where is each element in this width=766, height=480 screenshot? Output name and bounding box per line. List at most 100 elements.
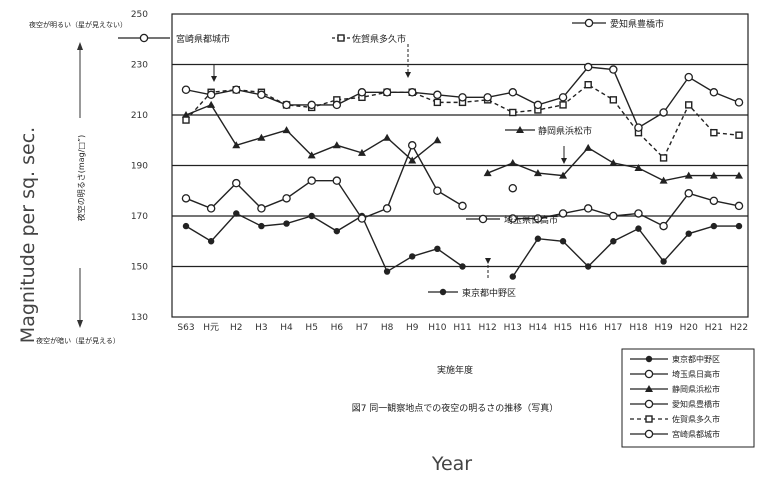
data-point	[508, 183, 518, 193]
data-point	[459, 263, 466, 270]
legend-label: 愛知県豊橋市	[672, 399, 720, 409]
x-tick-label: S63	[177, 323, 194, 333]
data-point	[584, 263, 592, 270]
data-point	[584, 143, 593, 151]
data-point	[735, 171, 743, 179]
series-4	[181, 141, 518, 223]
x-tick-label: H元	[203, 323, 219, 333]
data-point	[644, 369, 654, 379]
data-point	[233, 210, 240, 217]
data-point	[534, 235, 542, 242]
legend-entry: 静岡県浜松市	[630, 384, 720, 394]
y-tick-label: 170	[131, 212, 148, 222]
data-point	[558, 209, 568, 218]
data-point	[332, 100, 342, 110]
data-point	[659, 176, 668, 184]
data-point	[644, 429, 654, 439]
legend-label: 宮崎県都城市	[672, 429, 720, 439]
data-point	[258, 222, 265, 230]
figure-caption-jp: 図7 同一観察地点での夜空の明るさの推移（写真）	[352, 402, 559, 414]
data-point	[383, 133, 392, 141]
data-point	[609, 158, 618, 166]
data-point	[332, 176, 342, 185]
callout-arrowhead	[561, 158, 567, 164]
data-point	[645, 385, 653, 392]
callout-label: 埼玉県日高市	[504, 214, 558, 226]
y-tick-label: 230	[131, 61, 148, 71]
callout-6: 東京都中野区	[428, 287, 516, 299]
x-tick-label: H21	[705, 323, 723, 333]
x-tick-label: H12	[479, 323, 497, 333]
x-tick-labels: S63 H元 H2 H3 H4 H5 H6 H7 H8 H9 H10 H11 H12 H13 H14 H15 H…	[177, 323, 748, 333]
x-tick-label: H3	[255, 323, 268, 333]
data-point	[659, 154, 668, 162]
data-point	[559, 101, 567, 109]
series-line	[185, 143, 463, 220]
data-point	[382, 204, 392, 213]
data-point	[257, 90, 266, 100]
data-point	[533, 214, 543, 223]
callout-label: 静岡県浜松市	[538, 125, 592, 137]
data-point	[433, 186, 442, 195]
data-point	[182, 222, 190, 230]
data-point	[307, 176, 316, 185]
data-point	[282, 100, 291, 110]
data-point	[684, 72, 693, 82]
data-point	[433, 90, 442, 100]
data-point	[357, 214, 367, 223]
data-point	[659, 221, 668, 231]
data-point	[357, 88, 367, 97]
data-point	[734, 98, 744, 107]
data-point	[610, 238, 617, 245]
data-point	[458, 201, 467, 211]
data-point	[735, 222, 743, 230]
legend-entry: 宮崎県都城市	[630, 429, 720, 439]
data-point	[408, 156, 417, 164]
data-point	[483, 93, 492, 102]
data-point	[516, 126, 524, 133]
callout-label: 宮崎県都城市	[176, 33, 230, 45]
data-point	[182, 116, 190, 124]
data-point	[634, 123, 643, 132]
data-point	[645, 415, 653, 423]
legend-entry: 愛知県豊橋市	[630, 399, 720, 409]
data-point	[709, 171, 718, 179]
data-point	[207, 238, 215, 245]
data-point	[232, 141, 241, 149]
y-tick-labels: 130 150 170 190 210 230 250	[131, 10, 148, 323]
side-label-top: 夜空が明るい（星が見えない）	[29, 20, 127, 29]
callout-5: 埼玉県日高市	[466, 214, 558, 226]
x-axis-title: Year	[431, 453, 472, 475]
series-layer	[181, 62, 744, 280]
data-point	[583, 204, 593, 213]
y-tick-label: 150	[131, 263, 148, 273]
data-point	[139, 33, 149, 43]
data-point	[232, 178, 241, 188]
data-point	[478, 214, 488, 224]
data-point	[257, 204, 266, 213]
x-tick-label: H11	[453, 323, 471, 333]
callout-arrowhead	[485, 258, 491, 264]
callout-1: 宮崎県都城市	[118, 33, 230, 45]
data-point	[332, 141, 341, 149]
data-point	[559, 171, 568, 179]
x-tick-label: H7	[356, 323, 369, 333]
callout-arrowhead	[405, 72, 411, 78]
data-point	[433, 98, 442, 107]
x-tick-label: H4	[280, 323, 293, 333]
series-3	[182, 100, 743, 184]
callout-label: 佐賀県多久市	[352, 33, 406, 45]
y-tick-label: 130	[131, 313, 148, 323]
callout-2: 佐賀県多久市	[332, 33, 406, 45]
data-point	[734, 201, 744, 211]
data-point	[207, 100, 216, 108]
data-point	[308, 212, 315, 220]
x-tick-label: H13	[504, 323, 522, 333]
x-tick-label: H20	[680, 323, 698, 333]
data-point	[685, 230, 692, 237]
data-point	[634, 164, 643, 172]
side-label-middle: 夜空の明るさ(mag/□”)	[76, 135, 86, 221]
data-point	[383, 268, 391, 275]
data-point	[645, 355, 653, 363]
